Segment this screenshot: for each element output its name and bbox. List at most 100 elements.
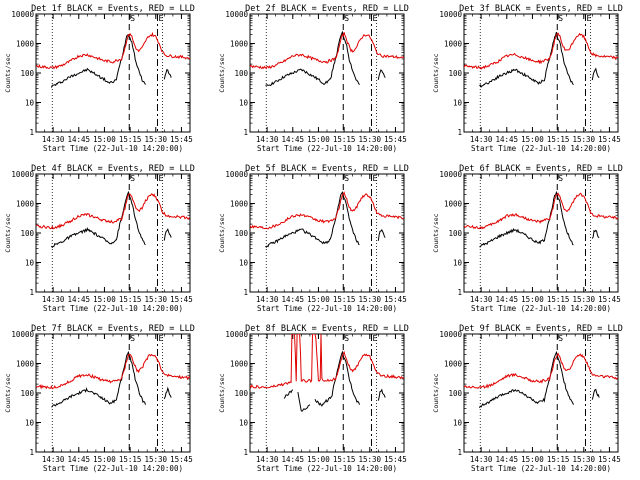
x-tick-label: 14:45: [67, 135, 90, 144]
end-marker-label: E: [586, 174, 591, 183]
detector-panel-7: Det 7f BLACK = Events, RED = LLD 1 10 100 10…: [4, 324, 195, 473]
x-tick-label: 15:00: [307, 455, 330, 464]
x-tick-label: 15:30: [572, 135, 595, 144]
x-tick-label: 15:15: [119, 135, 142, 144]
x-tick-label: 15:45: [598, 455, 621, 464]
series-events-line: [265, 190, 360, 248]
chart-title: Det 8f BLACK = Events, RED = LLD: [245, 324, 409, 334]
y-axis-label: Counts/sec: [4, 373, 12, 412]
chart-title: Det 4f BLACK = Events, RED = LLD: [31, 164, 195, 174]
x-tick-label: 14:45: [495, 455, 518, 464]
plot-frame: [249, 13, 405, 133]
x-tick-label: 15:00: [521, 295, 544, 304]
x-tick-label: 15:15: [333, 135, 356, 144]
x-tick-label: 15:00: [93, 455, 116, 464]
x-tick-label: 15:15: [547, 455, 570, 464]
plot-frame: [35, 173, 191, 293]
x-tick-label: 15:15: [547, 135, 570, 144]
plot-frame: [35, 13, 191, 133]
y-tick-label: 1000: [444, 40, 463, 49]
series-events-b-line: [297, 392, 311, 412]
x-tick-label: 14:45: [67, 295, 90, 304]
x-tick-label: 15:30: [572, 295, 595, 304]
series-events-tail-line: [377, 228, 386, 241]
x-axis-label: Start Time (22-Jul-10 14:20:00): [257, 304, 397, 313]
y-tick-label: 10000: [225, 170, 248, 179]
y-tick-label: 100: [20, 229, 34, 238]
y-tick-label: 10000: [225, 330, 248, 339]
x-tick-label: 14:30: [256, 455, 279, 464]
start-marker-label: S: [344, 174, 349, 183]
plot-frame: [463, 173, 619, 293]
end-marker-label: E: [372, 334, 377, 343]
y-tick-label: 10000: [439, 170, 462, 179]
y-axis-label: Counts/sec: [218, 213, 226, 252]
y-tick-label: 1000: [230, 40, 249, 49]
detector-panel-4: Det 4f BLACK = Events, RED = LLD 1 10 100 10…: [4, 164, 195, 313]
x-tick-label: 15:30: [358, 455, 381, 464]
x-tick-label: 15:00: [307, 295, 330, 304]
x-tick-label: 15:15: [547, 295, 570, 304]
x-tick-label: 14:30: [256, 295, 279, 304]
x-tick-label: 15:45: [170, 135, 193, 144]
x-tick-label: 15:45: [384, 455, 407, 464]
x-tick-label: 15:45: [170, 295, 193, 304]
x-tick-label: 15:15: [333, 295, 356, 304]
y-tick-label: 10: [453, 99, 463, 108]
y-tick-label: 1: [457, 448, 462, 457]
x-tick-label: 15:00: [93, 295, 116, 304]
y-tick-label: 1: [243, 128, 248, 137]
plot-frame: [249, 173, 405, 293]
detector-panel-5: Det 5f BLACK = Events, RED = LLD 1 10 100 10…: [218, 164, 409, 313]
series-events-tail-line: [591, 229, 600, 239]
x-tick-label: 15:30: [144, 455, 167, 464]
series-events-line: [283, 389, 294, 399]
x-tick-label: 15:30: [144, 295, 167, 304]
y-axis-label: Counts/sec: [432, 213, 440, 252]
series-events-line: [479, 190, 574, 248]
y-tick-label: 10000: [439, 10, 462, 19]
x-axis-label: Start Time (22-Jul-10 14:20:00): [471, 464, 611, 473]
series-lld-line: [36, 353, 190, 390]
panel-data: [250, 174, 404, 292]
detector-panel-2: Det 2f BLACK = Events, RED = LLD 1 10 100 10…: [218, 4, 409, 153]
end-marker-label: E: [158, 14, 163, 23]
end-marker-label: E: [586, 334, 591, 343]
x-tick-label: 14:45: [281, 295, 304, 304]
y-axis-label: Counts/sec: [218, 53, 226, 92]
series-lld-line: [464, 32, 618, 71]
start-marker-label: S: [558, 334, 563, 343]
x-tick-label: 14:45: [281, 135, 304, 144]
y-tick-label: 1: [457, 288, 462, 297]
start-marker-label: S: [344, 14, 349, 23]
series-lld-line: [250, 191, 404, 230]
y-tick-label: 10: [239, 419, 249, 428]
y-tick-label: 1000: [230, 360, 249, 369]
y-tick-label: 10: [453, 259, 463, 268]
x-axis-label: Start Time (22-Jul-10 14:20:00): [471, 304, 611, 313]
y-tick-label: 10000: [439, 330, 462, 339]
panel-data: [36, 334, 190, 452]
y-tick-label: 1: [29, 128, 34, 137]
x-tick-label: 15:00: [93, 135, 116, 144]
series-events-line: [478, 350, 574, 408]
x-tick-label: 14:45: [495, 135, 518, 144]
chart-title: Det 2f BLACK = Events, RED = LLD: [245, 4, 409, 14]
y-tick-label: 1: [29, 288, 34, 297]
series-lld-line: [250, 334, 404, 389]
y-tick-label: 10: [239, 259, 249, 268]
series-events-line: [51, 350, 146, 408]
end-marker-label: E: [158, 174, 163, 183]
series-lld-line: [464, 352, 618, 389]
y-tick-label: 100: [448, 389, 462, 398]
series-events-tail-line: [163, 68, 172, 80]
y-tick-label: 10000: [11, 170, 34, 179]
x-tick-label: 14:30: [42, 455, 65, 464]
x-tick-label: 15:45: [598, 295, 621, 304]
panel-data: [464, 14, 618, 132]
y-tick-label: 10000: [225, 10, 248, 19]
y-tick-label: 10000: [11, 10, 34, 19]
x-tick-label: 14:30: [256, 135, 279, 144]
y-tick-label: 10000: [11, 330, 34, 339]
